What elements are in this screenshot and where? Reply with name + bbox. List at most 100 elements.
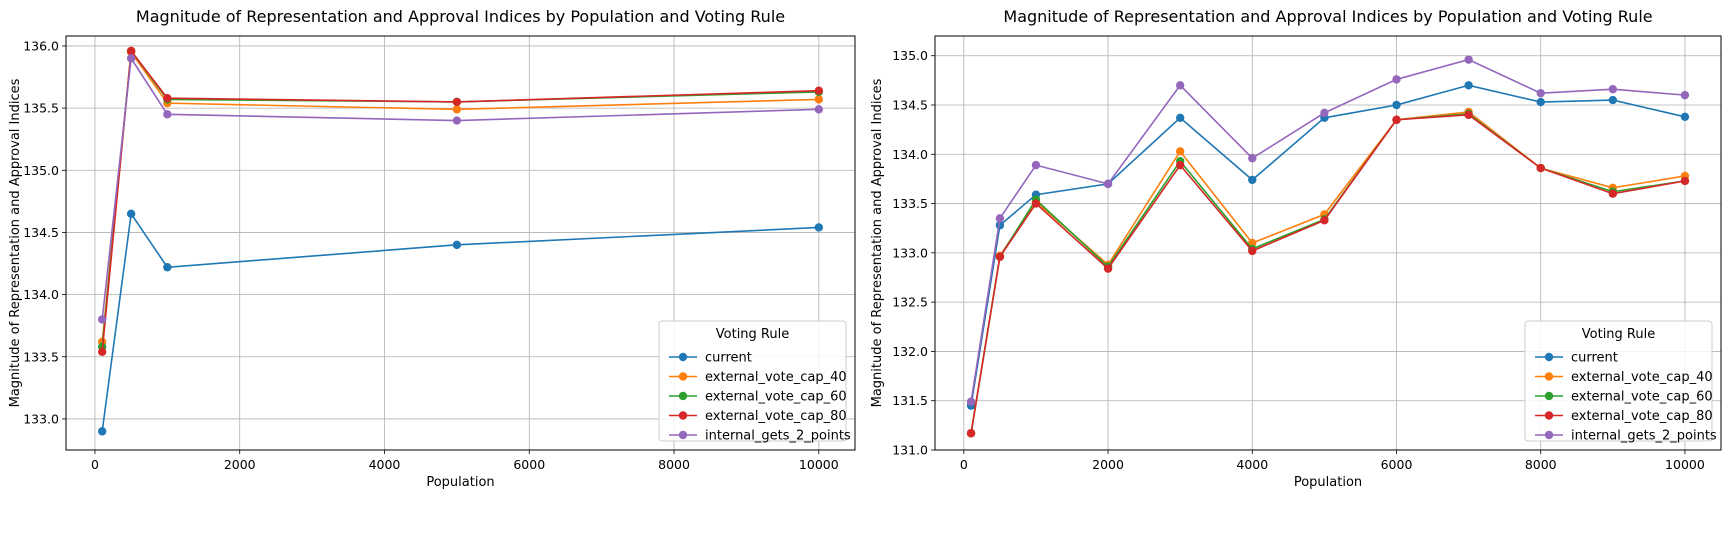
data-point	[1392, 100, 1401, 110]
legend-title: Voting Rule	[1582, 327, 1655, 342]
series-line	[101, 48, 819, 352]
data-point	[995, 214, 1005, 223]
data-point	[1464, 81, 1473, 90]
data-point	[1175, 147, 1185, 156]
axes-frame	[934, 35, 1722, 451]
y-axis-label: Magnitude of Representation and Approval…	[870, 78, 885, 407]
legend-item: internal_gets_2_points	[669, 429, 851, 444]
data-point	[163, 110, 172, 119]
data-point	[1464, 110, 1473, 120]
legend-label: external_vote_cap_60	[705, 390, 847, 405]
x-axis-label: Population	[1294, 475, 1362, 490]
legend: Voting Rule current external_vote_cap_40ex…	[658, 320, 851, 444]
x-tick-label: 6000	[1381, 457, 1413, 472]
legend-box	[658, 320, 847, 442]
legend-item: external_vote_cap_40	[669, 370, 847, 385]
legend-marker	[678, 430, 688, 440]
y-axis-label: Magnitude of Representation and Approval…	[8, 78, 23, 407]
chart-svg: 0 2000 4000 6000 8000 10000 131.0 131.5 132.0 132…	[870, 7, 1722, 490]
data-point	[1608, 95, 1618, 105]
data-point	[1536, 97, 1545, 107]
y-tick-label: 134.5	[892, 98, 928, 113]
data-point	[1248, 238, 1257, 248]
legend: Voting Rule current external_vote_cap_40ex…	[1524, 320, 1717, 444]
x-tick-label: 4000	[1236, 457, 1268, 472]
data-point	[1103, 264, 1113, 273]
data-point	[452, 105, 462, 114]
y-tick-label: 136.0	[23, 38, 59, 53]
legend-label: external_vote_cap_80	[705, 409, 847, 424]
x-tick-label: 6000	[513, 457, 545, 472]
data-point	[126, 46, 136, 56]
y-tick-label: 135.5	[23, 101, 59, 116]
data-point	[1175, 160, 1185, 170]
series-external_vote_cap_40	[97, 47, 824, 347]
x-tick-label: 4000	[369, 457, 401, 472]
data-point	[1392, 75, 1401, 84]
legend-box	[1524, 320, 1713, 442]
series-line	[970, 114, 1686, 434]
legend-item: external_vote_cap_60	[1535, 390, 1713, 405]
chart-title: Magnitude of Representation and Approval…	[136, 7, 785, 26]
data-point	[1536, 163, 1545, 173]
y-tick-label: 131.0	[892, 443, 928, 458]
y-tick-label: 135.0	[892, 48, 928, 63]
legend-marker	[1544, 372, 1554, 381]
data-point	[1680, 90, 1690, 100]
legend-marker	[1544, 391, 1554, 401]
series-external_vote_cap_80	[97, 46, 824, 356]
series-external_vote_cap_80	[966, 110, 1690, 438]
data-point	[163, 263, 172, 272]
x-tick-label: 10000	[1665, 457, 1705, 472]
data-point	[1031, 199, 1041, 208]
data-point	[1608, 189, 1618, 198]
legend-marker	[678, 352, 688, 362]
x-tick-label: 10000	[799, 457, 839, 472]
y-tick-label: 133.5	[892, 196, 928, 211]
legend-marker	[678, 411, 688, 420]
data-point	[1031, 160, 1041, 170]
legend-label: external_vote_cap_40	[1571, 370, 1713, 385]
data-point	[1464, 55, 1473, 64]
legend-label: external_vote_cap_40	[705, 370, 847, 385]
data-point	[97, 347, 107, 356]
data-point	[126, 54, 136, 63]
legend-label: external_vote_cap_60	[1571, 390, 1713, 405]
data-point	[1536, 88, 1545, 98]
data-point	[97, 427, 107, 436]
data-point	[1248, 154, 1257, 163]
axes-frame	[65, 35, 856, 451]
x-tick-label: 2000	[1092, 457, 1124, 472]
legend-marker	[1544, 411, 1554, 420]
legend-label: internal_gets_2_points	[705, 429, 851, 444]
data-point	[1175, 81, 1185, 90]
legend-item: external_vote_cap_80	[1535, 409, 1713, 424]
chart-left: 0 2000 4000 6000 8000 10000 133.0 133.5 134.0 134…	[8, 7, 856, 490]
x-axis-label: Population	[426, 475, 494, 490]
data-point	[1320, 216, 1329, 225]
legend-item: external_vote_cap_40	[1535, 370, 1713, 385]
legend-item: external_vote_cap_60	[669, 390, 847, 405]
data-point	[995, 252, 1005, 261]
data-point	[1680, 112, 1690, 122]
data-point	[452, 240, 462, 250]
legend-marker	[678, 372, 688, 381]
data-point	[452, 97, 462, 107]
y-tick-label: 134.0	[892, 147, 928, 162]
series-internal_gets_2_points	[966, 55, 1690, 406]
legend-marker	[678, 391, 688, 401]
data-point	[1175, 113, 1185, 123]
data-point	[1608, 85, 1618, 94]
series-internal_gets_2_points	[97, 54, 824, 324]
y-tick-label: 135.0	[23, 163, 59, 178]
x-tick-label: 2000	[224, 457, 256, 472]
x-tick-label: 0	[91, 457, 99, 472]
legend-item: current	[669, 351, 752, 366]
data-point	[163, 93, 172, 103]
series-current	[966, 81, 1690, 410]
legend-marker	[1544, 430, 1554, 440]
series-external_vote_cap_60	[97, 46, 824, 352]
data-point	[966, 397, 976, 406]
data-point	[126, 209, 136, 218]
y-tick-label: 134.5	[23, 225, 59, 240]
